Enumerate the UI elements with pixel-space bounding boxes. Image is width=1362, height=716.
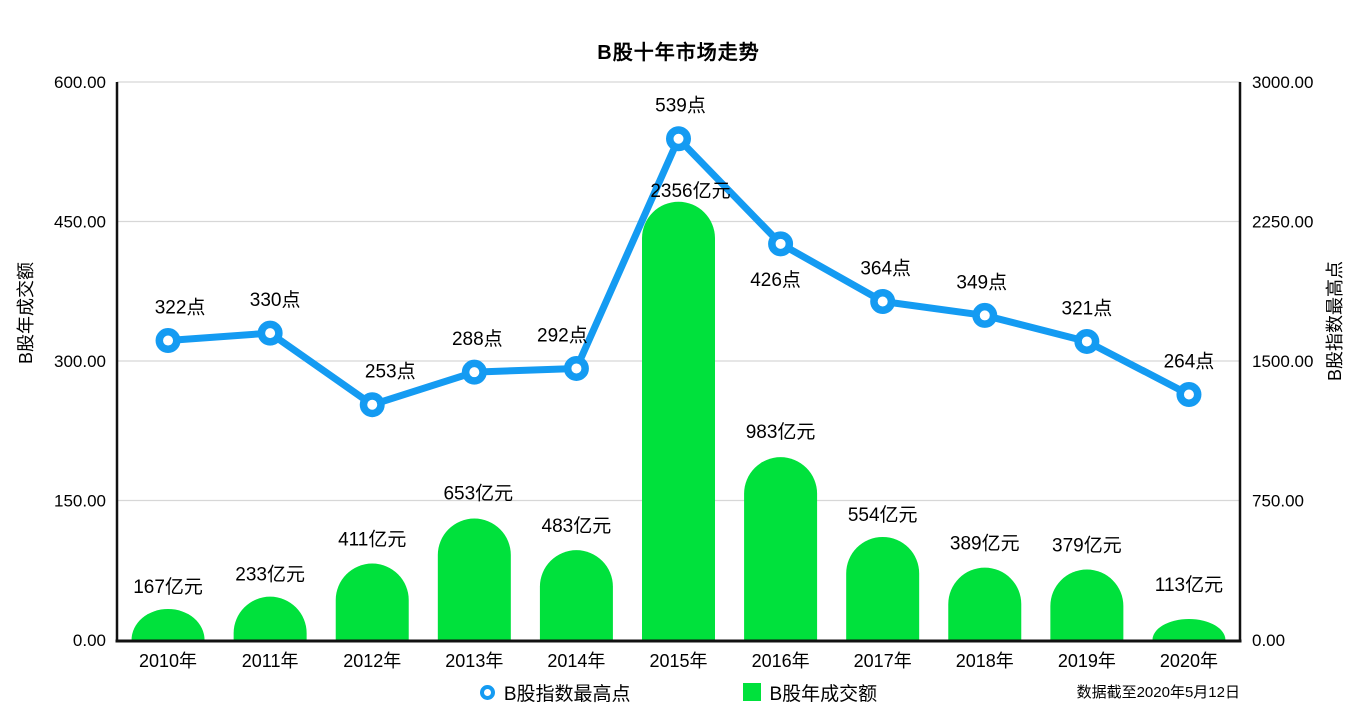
x-label-2012年: 2012年 xyxy=(343,651,401,671)
line-label-2011年: 330点 xyxy=(250,289,301,311)
left-tick-450.00: 450.00 xyxy=(54,213,106,232)
bar-label-2018年: 389亿元 xyxy=(950,533,1020,555)
line-point-2010年 xyxy=(155,328,181,354)
bar-2013年 xyxy=(437,518,511,641)
bar-label-2010年: 167亿元 xyxy=(133,576,203,598)
line-point-2012年 xyxy=(359,392,385,418)
bar-label-2013年: 653亿元 xyxy=(443,483,513,505)
bar-swatch-icon xyxy=(742,683,761,701)
data-cutoff-note: 数据截至2020年5月12日 xyxy=(1076,684,1240,701)
bar-label-2019年: 379亿元 xyxy=(1052,535,1122,557)
bar-2020年 xyxy=(1152,619,1226,641)
right-tick-2250.00: 2250.00 xyxy=(1252,213,1313,232)
line-point-2018年 xyxy=(972,302,998,328)
right-tick-1500.00: 1500.00 xyxy=(1252,352,1313,371)
line-label-2014年: 292点 xyxy=(537,324,588,346)
x-label-2010年: 2010年 xyxy=(139,651,197,671)
x-label-2017年: 2017年 xyxy=(854,651,912,671)
left-tick-300.00: 300.00 xyxy=(54,352,106,371)
x-label-2015年: 2015年 xyxy=(649,651,707,671)
bar-label-2014年: 483亿元 xyxy=(542,515,612,537)
chart-legend: B股指数最高点 B股年成交额 xyxy=(117,679,1240,705)
bar-label-2012年: 411亿元 xyxy=(338,529,406,551)
legend-item-line: B股指数最高点 xyxy=(479,679,631,706)
bar-2018年 xyxy=(948,567,1022,641)
bar-label-2011年: 233亿元 xyxy=(235,564,305,586)
right-tick-750.00: 750.00 xyxy=(1252,492,1304,511)
line-label-2017年: 364点 xyxy=(860,257,911,279)
right-tick-3000.00: 3000.00 xyxy=(1252,73,1313,92)
legend-bar-label: B股年成交额 xyxy=(769,683,878,705)
legend-line-label: B股指数最高点 xyxy=(503,683,631,705)
line-label-2013年: 288点 xyxy=(452,328,503,350)
line-marker-icon xyxy=(479,684,495,700)
left-tick-0.00: 0.00 xyxy=(73,631,106,650)
bar-2019年 xyxy=(1050,569,1124,641)
bar-label-2016年: 983亿元 xyxy=(746,421,816,443)
x-label-2018年: 2018年 xyxy=(956,651,1014,671)
bar-2012年 xyxy=(335,563,409,641)
x-label-2011年: 2011年 xyxy=(242,651,299,671)
legend-item-bar: B股年成交额 xyxy=(742,679,878,706)
bar-label-2020年: 113亿元 xyxy=(1155,574,1223,596)
right-tick-0.00: 0.00 xyxy=(1252,631,1285,650)
bar-2011年 xyxy=(233,596,307,641)
line-label-2015年: 539点 xyxy=(655,95,706,117)
line-point-2015年 xyxy=(666,126,691,152)
line-point-2016年 xyxy=(768,231,794,257)
line-point-2014年 xyxy=(563,355,589,381)
line-point-2020年 xyxy=(1176,381,1202,407)
line-point-2011年 xyxy=(257,320,283,346)
x-label-2016年: 2016年 xyxy=(752,651,810,671)
line-point-2019年 xyxy=(1074,328,1100,354)
line-label-2012年: 253点 xyxy=(365,361,416,383)
left-tick-600.00: 600.00 xyxy=(54,73,106,92)
bar-label-2015年: 2356亿元 xyxy=(650,180,730,202)
line-label-2010年: 322点 xyxy=(155,297,206,319)
line-label-2019年: 321点 xyxy=(1062,297,1113,319)
x-label-2014年: 2014年 xyxy=(547,651,605,671)
x-label-2020年: 2020年 xyxy=(1160,651,1218,671)
bar-label-2017年: 554亿元 xyxy=(848,504,918,526)
bar-2015年 xyxy=(642,201,715,641)
bar-2010年 xyxy=(131,608,205,641)
bar-2016年 xyxy=(744,457,818,641)
line-label-2018年: 349点 xyxy=(956,271,1007,293)
x-label-2013年: 2013年 xyxy=(445,651,503,671)
line-label-2020年: 264点 xyxy=(1164,350,1215,372)
chart-title: B股十年市场走势 xyxy=(597,42,760,64)
left-tick-150.00: 150.00 xyxy=(54,492,106,511)
line-point-2017年 xyxy=(870,288,896,314)
line-label-2016年: 426点 xyxy=(750,269,801,291)
bar-2017年 xyxy=(846,536,920,641)
line-point-2013年 xyxy=(461,359,487,385)
bar-2014年 xyxy=(539,550,613,641)
x-label-2019年: 2019年 xyxy=(1058,651,1116,671)
